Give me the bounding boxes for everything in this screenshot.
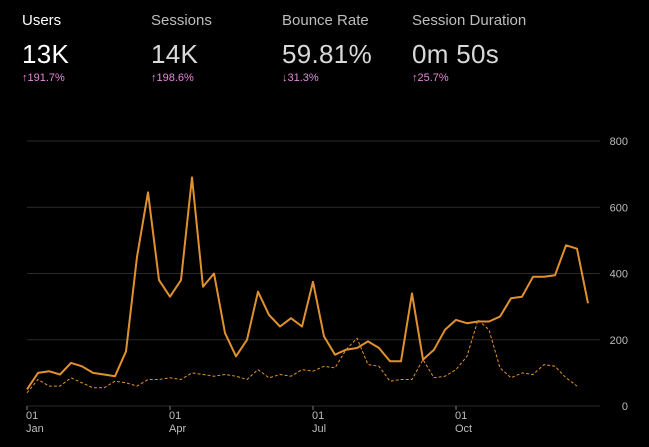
x-tick-label: 01 [169,410,181,422]
metric-label: Session Duration [412,12,527,29]
x-tick-label: Jan [26,423,44,435]
y-axis: 0 200 400 600 800 [610,136,628,413]
x-tick-label: 01 [312,410,324,422]
metric-change: ↓31.3% [282,72,319,84]
metric-label: Sessions [151,12,212,29]
y-tick-label: 600 [610,202,628,214]
gridlines [27,140,600,407]
metric-value: 13K [22,39,70,69]
metric-users[interactable]: Users 13K ↑191.7% [22,12,69,84]
metric-change: ↑25.7% [412,72,449,84]
arrow-down-icon: ↓ [282,72,288,84]
metric-change: ↑198.6% [151,72,194,84]
arrow-up-icon: ↑ [151,72,157,84]
series-line-previous [26,319,578,394]
x-tick-label: Jul [312,423,326,435]
y-tick-label: 400 [610,269,628,281]
x-tick-label: Apr [169,423,186,435]
metric-label: Users [22,12,62,29]
metric-session-duration[interactable]: Session Duration 0m 50s ↑25.7% [412,12,526,84]
metric-value: 59.81% [282,39,372,69]
metric-bounce-rate[interactable]: Bounce Rate 59.81% ↓31.3% [282,12,372,84]
metric-value: 14K [151,39,199,69]
y-tick-label: 800 [610,136,628,148]
x-tick-label: Oct [455,423,472,435]
y-tick-label: 0 [622,401,628,413]
metrics-row: Users 13K ↑191.7% Sessions 14K ↑198.6% B… [0,0,649,100]
series-line-current [26,176,589,390]
metric-change: ↑191.7% [22,72,65,84]
metric-sessions[interactable]: Sessions 14K ↑198.6% [151,12,212,84]
metric-value: 0m 50s [412,39,500,69]
x-tick-label: 01 [26,410,38,422]
x-tick-label: 01 [455,410,467,422]
arrow-up-icon: ↑ [412,72,418,84]
y-tick-label: 200 [610,335,628,347]
arrow-up-icon: ↑ [22,72,28,84]
metric-label: Bounce Rate [282,12,369,29]
series-group [26,176,589,394]
